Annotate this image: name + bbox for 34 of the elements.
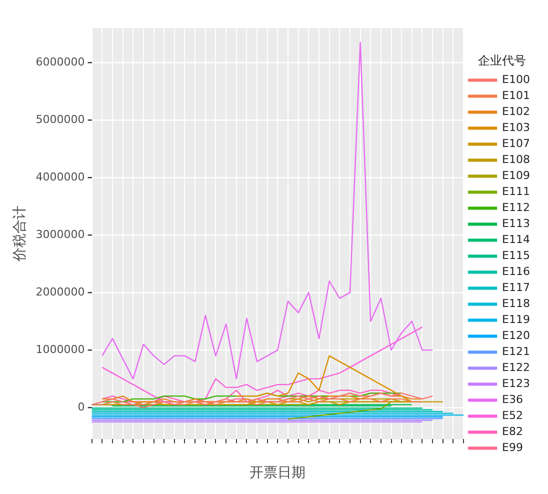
legend-label: E102: [502, 105, 530, 118]
legend-label: E116: [502, 265, 530, 278]
y-tick-label: 4000000: [36, 170, 85, 184]
legend-label: E107: [502, 137, 530, 150]
legend-label: E114: [502, 233, 530, 246]
legend-label: E121: [502, 345, 530, 358]
y-tick-label: 3000000: [36, 228, 85, 241]
legend-label: E122: [502, 361, 530, 374]
legend-label: E112: [502, 201, 530, 214]
legend-title: 企业代号: [478, 53, 526, 68]
legend-label: E36: [502, 393, 524, 406]
legend-label: E117: [502, 281, 530, 294]
legend-label: E119: [502, 313, 530, 326]
y-axis-title: 价税合计: [12, 206, 28, 263]
legend-label: E120: [502, 329, 530, 342]
y-tick-label: 0: [78, 400, 85, 414]
legend-label: E113: [502, 217, 530, 230]
legend-label: E101: [502, 89, 530, 102]
legend-label: E108: [502, 153, 530, 166]
legend-label: E109: [502, 169, 530, 182]
legend-label: E103: [502, 121, 530, 134]
y-tick-label: 2000000: [36, 285, 85, 298]
legend-label: E123: [502, 377, 530, 390]
y-tick-label: 6000000: [36, 55, 85, 68]
y-tick-label: 5000000: [36, 112, 85, 126]
legend-label: E52: [502, 409, 524, 422]
legend-label: E115: [502, 249, 530, 262]
legend-label: E82: [502, 425, 524, 438]
legend-label: E111: [502, 185, 530, 198]
y-tick-label: 1000000: [36, 342, 85, 356]
x-axis-title: 开票日期: [250, 465, 306, 482]
legend-label: E118: [502, 297, 530, 310]
legend-label: E100: [502, 73, 530, 86]
legend-label: E99: [502, 441, 524, 454]
